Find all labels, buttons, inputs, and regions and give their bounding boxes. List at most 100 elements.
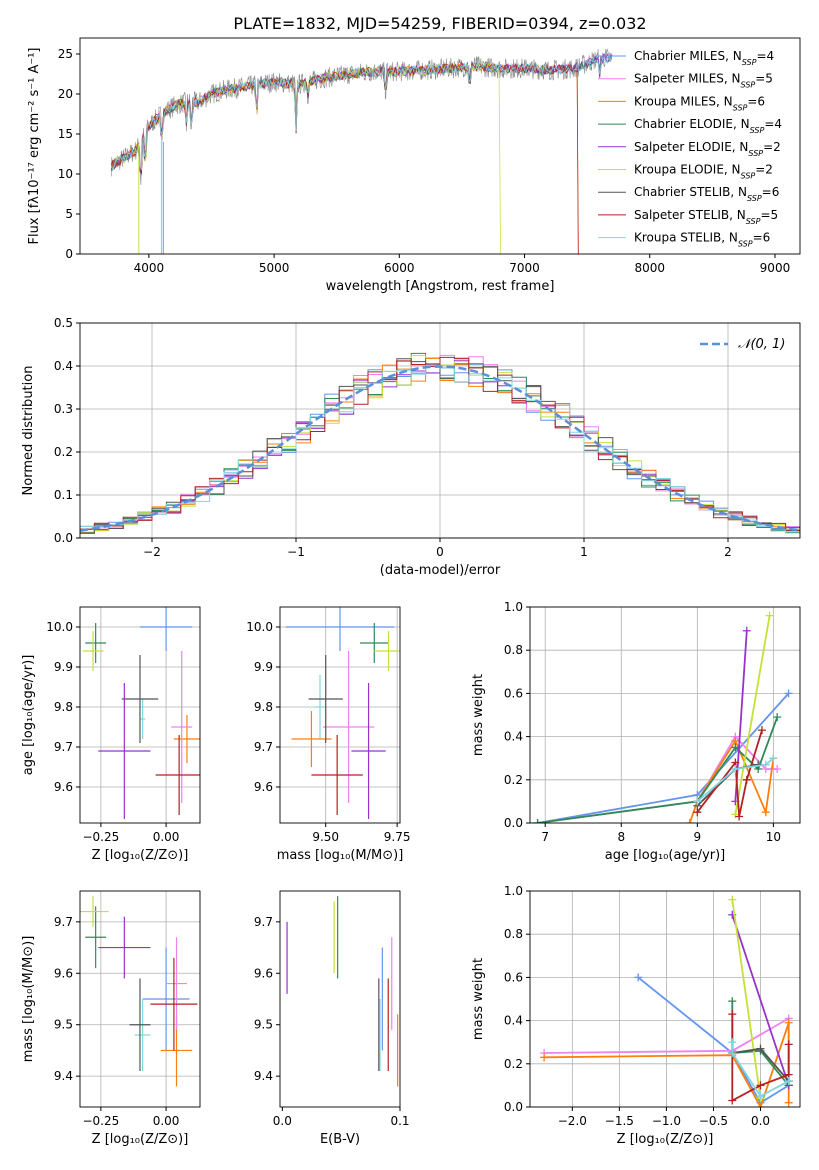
weight-point-marker — [533, 819, 542, 823]
weight-age-panel: 7 8 9 10 0.0 0.2 0.4 0.6 0.8 1.0 age [log₁₀(age/yr… — [471, 600, 801, 863]
x-tick-label: 9000 — [760, 261, 791, 275]
mass-Z-frame — [79, 890, 201, 1108]
weight-point-marker — [731, 743, 740, 752]
weight-point-marker — [756, 1103, 765, 1107]
weight-Z-xlabel: Z [log₁₀(Z/Z⊙)] — [617, 1132, 714, 1147]
spectrum-model-line — [110, 62, 579, 254]
y-tick-label: 0.5 — [54, 316, 73, 330]
y-tick-label: 15 — [58, 127, 73, 141]
weight-age-ylabel: mass weight — [471, 674, 486, 756]
legend-label: Chabrier MILES, NSSP=4 — [634, 49, 774, 67]
y-tick-label: 0.0 — [504, 1100, 523, 1114]
x-tick-label: 2 — [724, 545, 732, 559]
weight-series-line — [637, 976, 790, 1104]
y-tick-label: 1.0 — [504, 600, 523, 614]
y-tick-label: 9.6 — [254, 966, 273, 980]
weight-point-marker — [756, 1092, 765, 1101]
spectrum-model-line — [110, 61, 579, 254]
legend-label: 𝒩(0, 1) — [738, 337, 785, 352]
age-mass-plot-area — [285, 607, 400, 819]
y-tick-label: 0.2 — [504, 773, 523, 787]
x-tick-label: −0.25 — [82, 830, 119, 844]
x-tick-label: 8 — [617, 830, 625, 844]
y-tick-label: 9.8 — [254, 700, 273, 714]
weight-point-marker — [693, 808, 702, 817]
x-tick-label: 9.50 — [312, 830, 339, 844]
mass-Z-plot-area — [80, 896, 198, 1087]
weight-series-line — [734, 615, 771, 815]
weight-point-marker — [761, 808, 770, 817]
legend-label: Kroupa STELIB, NSSP=6 — [634, 231, 770, 249]
x-tick-label: 6000 — [384, 261, 415, 275]
residuals-plot-area — [80, 352, 800, 534]
age-mass-frame — [279, 606, 401, 824]
y-tick-label: 1.0 — [504, 884, 523, 898]
weight-point-marker — [728, 1049, 737, 1057]
residuals-xlabel: (data-model)/error — [380, 563, 501, 578]
weight-series-line — [731, 1042, 790, 1098]
weight-series-line — [734, 630, 748, 802]
y-tick-label: 20 — [58, 87, 73, 101]
y-tick-label: 10 — [58, 167, 73, 181]
legend-label: Chabrier STELIB, NSSP=6 — [634, 185, 779, 203]
x-tick-label: 7 — [541, 830, 549, 844]
x-tick-label: 4000 — [134, 261, 165, 275]
y-tick-label: 0.4 — [54, 359, 73, 373]
y-tick-label: 9.9 — [54, 660, 73, 674]
x-tick-label: 0.00 — [153, 830, 180, 844]
weight-point-marker — [773, 765, 782, 773]
weight-Z-frame — [529, 890, 801, 1108]
x-tick-label: −1 — [287, 545, 305, 559]
y-tick-label: 9.5 — [54, 1018, 73, 1032]
age-mass-xlabel: mass [log₁₀(M/M⊙)] — [277, 848, 404, 863]
y-tick-label: 0.8 — [504, 643, 523, 657]
spectrum-panel: 4000 5000 6000 7000 8000 9000 0 5 10 15 20 25 wavele… — [27, 37, 801, 294]
weight-series-line — [731, 899, 762, 1099]
age-Z-xlabel: Z [log₁₀(Z/Z⊙)] — [92, 848, 189, 863]
weight-point-marker — [728, 1096, 737, 1105]
x-tick-label: 9 — [694, 830, 702, 844]
age-mass-panel: 9.50 9.75 9.6 9.7 9.8 9.9 10.0 mass [log₁₀(M/M⊙… — [246, 606, 411, 863]
weight-point-marker — [784, 1098, 793, 1107]
mass-Z-xlabel: Z [log₁₀(Z/Z⊙)] — [92, 1132, 189, 1147]
legend-label: Kroupa ELODIE, NSSP=2 — [634, 163, 773, 181]
x-tick-label: 0.0 — [273, 1114, 292, 1128]
y-tick-label: 5 — [65, 207, 73, 221]
y-tick-label: 0.6 — [504, 686, 523, 700]
x-tick-label: −1.0 — [652, 1114, 681, 1128]
x-tick-label: 1 — [580, 545, 588, 559]
y-tick-label: 9.7 — [254, 740, 273, 754]
weight-point-marker — [634, 973, 643, 982]
y-tick-label: 0.2 — [54, 445, 73, 459]
spectrum-title: PLATE=1832, MJD=54259, FIBERID=0394, z=0… — [233, 14, 646, 33]
weight-point-marker — [742, 626, 751, 635]
x-tick-label: −2 — [143, 545, 161, 559]
y-tick-label: 10.0 — [46, 620, 73, 634]
y-tick-label: 0.4 — [504, 730, 523, 744]
y-tick-label: 0.4 — [504, 1014, 523, 1028]
x-tick-label: 7000 — [509, 261, 540, 275]
spectrum-ylabel: Flux [fλ10⁻¹⁷ erg cm⁻² s⁻¹ A⁻¹] — [27, 48, 42, 245]
weight-point-marker — [735, 812, 744, 821]
mass-EBV-plot-area — [286, 896, 399, 1087]
weight-Z-plot-area — [540, 895, 793, 1107]
weight-series-line — [537, 692, 790, 823]
age-Z-ylabel: age [log₁₀(age/yr)] — [21, 655, 36, 776]
legend-label: Salpeter MILES, NSSP=5 — [634, 72, 773, 90]
mass-EBV-frame — [279, 890, 401, 1108]
y-tick-label: 9.5 — [254, 1018, 273, 1032]
spectrum-xlabel: wavelength [Angstrom, rest frame] — [326, 279, 555, 294]
x-tick-label: 8000 — [634, 261, 665, 275]
y-tick-label: 0.3 — [54, 402, 73, 416]
weight-point-marker — [784, 1077, 793, 1086]
y-tick-label: 0.1 — [54, 488, 73, 502]
weight-Z-ylabel: mass weight — [471, 958, 486, 1040]
y-tick-label: 0.8 — [504, 927, 523, 941]
spectrum-data-line — [111, 48, 613, 185]
y-tick-label: 9.4 — [254, 1069, 273, 1083]
weight-point-marker — [784, 1040, 793, 1049]
weight-point-marker — [756, 1081, 765, 1090]
y-tick-label: 0 — [65, 247, 73, 261]
x-tick-label: 0.0 — [751, 1114, 770, 1128]
